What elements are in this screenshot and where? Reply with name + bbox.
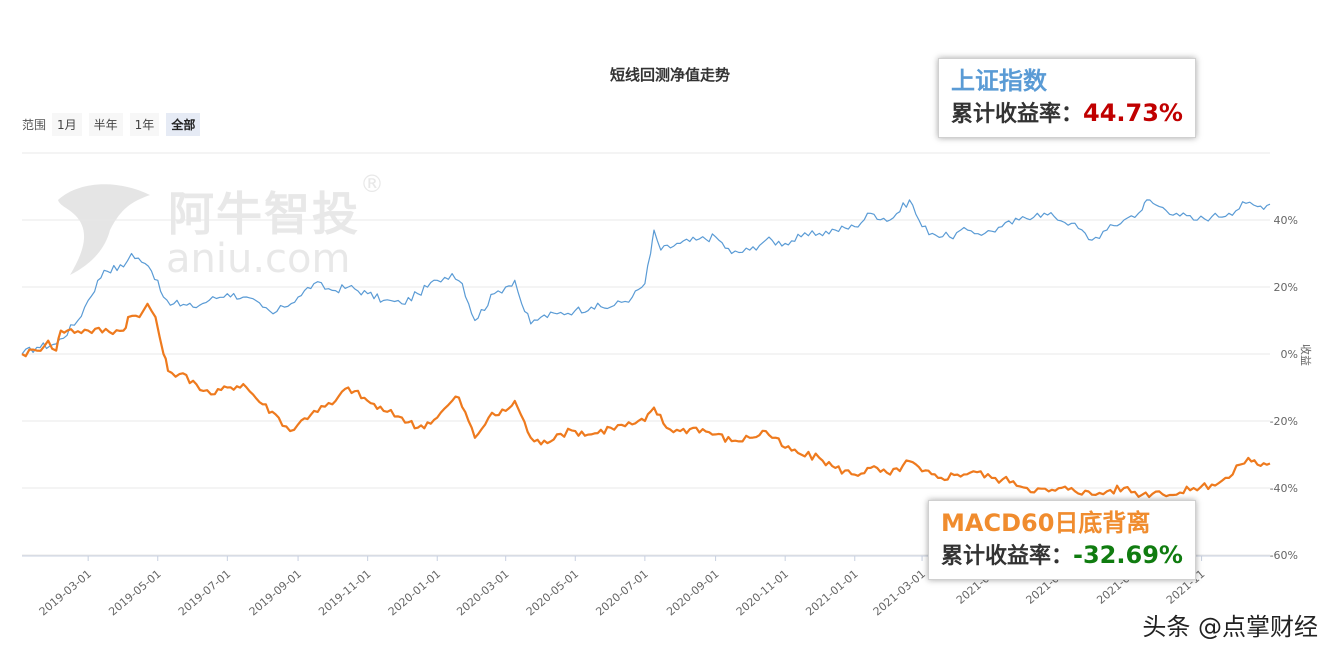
chart-title: 短线回测净值走势 <box>609 66 730 84</box>
y-tick-label: 20% <box>1274 281 1298 294</box>
strategy-name: MACD60日底背离 <box>941 509 1151 537</box>
source-credit: 头条 @点掌财经 <box>1142 613 1318 641</box>
bull-logo-icon <box>58 184 150 275</box>
strategy-return-value: -32.69% <box>1073 541 1183 569</box>
range-label: 范围 <box>22 118 47 132</box>
range-button-6m[interactable]: 半年 <box>88 113 123 136</box>
x-tick-label: 2019-03-01 <box>37 567 94 618</box>
x-tick-label: 2019-05-01 <box>106 567 163 618</box>
strategy-return-callout: MACD60日底背离 累计收益率：-32.69% <box>928 500 1196 580</box>
x-tick-label: 2020-03-01 <box>454 567 511 618</box>
range-button-1m[interactable]: 1月 <box>52 113 82 136</box>
y-tick-label: 0% <box>1281 348 1298 361</box>
index-name: 上证指数 <box>951 67 1047 95</box>
range-button-1y[interactable]: 1年 <box>129 113 160 136</box>
y-tick-label: -40% <box>1270 482 1298 495</box>
x-tick-label: 2020-11-01 <box>734 567 791 618</box>
index-return-value: 44.73% <box>1083 99 1183 127</box>
x-tick-label: 2019-07-01 <box>176 567 233 618</box>
x-tick-label: 2019-11-01 <box>316 567 373 618</box>
strategy-series-line <box>21 302 1271 499</box>
index-series-line <box>21 199 1271 355</box>
watermark-registered-mark: ® <box>360 170 384 198</box>
y-tick-label: -20% <box>1270 415 1298 428</box>
series-lines <box>21 199 1271 499</box>
index-return-line: 累计收益率：44.73% <box>951 97 1183 131</box>
x-tick-label: 2021-01-01 <box>803 567 860 618</box>
y-tick-labels: 40% 20% 0% -20% -40% -60% <box>1270 214 1298 562</box>
x-tick-label: 2020-05-01 <box>524 567 581 618</box>
strategy-return-line: 累计收益率：-32.69% <box>941 539 1183 573</box>
x-tick-label: 2020-07-01 <box>593 567 650 618</box>
strategy-return-label: 累计收益率： <box>941 544 1074 569</box>
watermark-en-text: aniu.com <box>166 236 351 282</box>
x-tick-label: 2019-09-01 <box>247 567 304 618</box>
watermark-cn-text: 阿牛智投 <box>168 187 360 241</box>
range-button-all[interactable]: 全部 <box>166 113 201 136</box>
aniu-watermark: 阿牛智投 ® aniu.com <box>50 170 400 290</box>
x-tick-label: 2020-01-01 <box>386 567 443 618</box>
y-axis-label: 收益 <box>1299 344 1313 366</box>
index-return-label: 累计收益率： <box>951 102 1084 127</box>
y-tick-label: 40% <box>1274 214 1298 227</box>
range-selector: 范围 1月 半年 1年 全部 <box>22 113 207 136</box>
index-return-callout: 上证指数 累计收益率：44.73% <box>938 58 1196 138</box>
x-tick-label: 2021-03-01 <box>871 567 928 618</box>
x-tick-label: 2020-09-01 <box>664 567 721 618</box>
y-tick-label: -60% <box>1270 549 1298 562</box>
